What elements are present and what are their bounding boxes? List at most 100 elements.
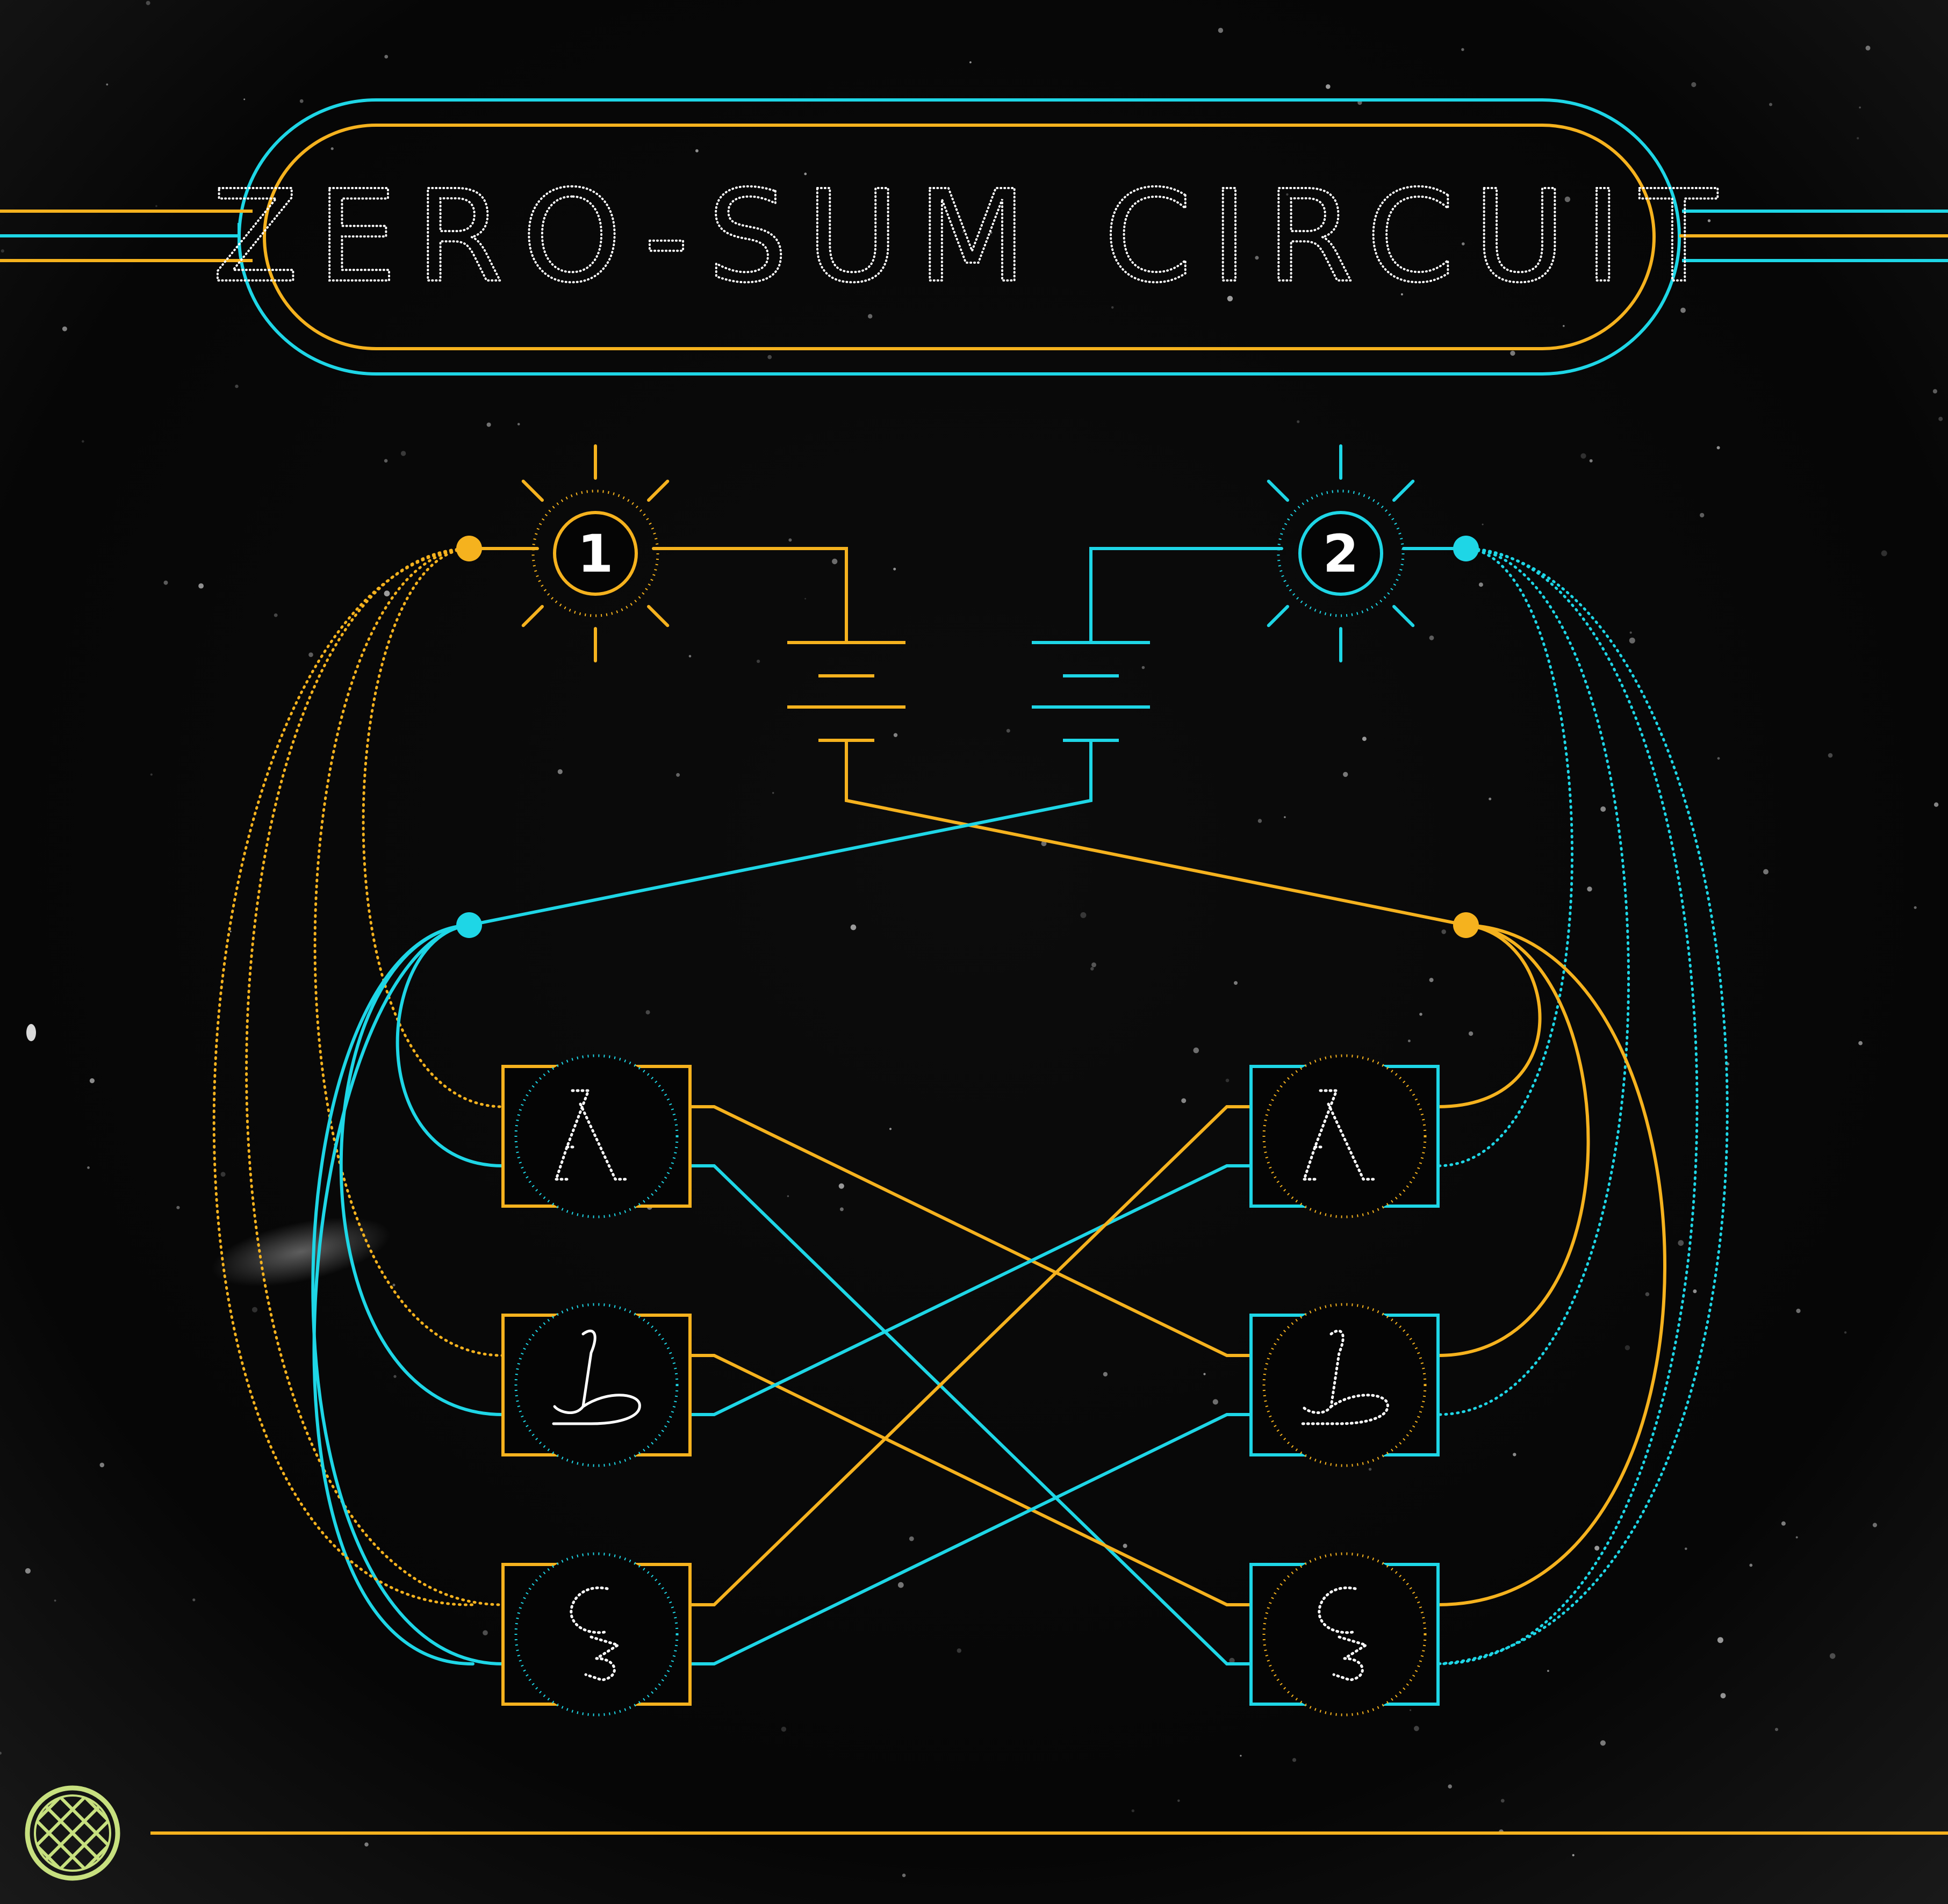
dust-speck	[106, 83, 109, 86]
junction-node	[456, 912, 482, 938]
logo-inner-ring	[34, 1794, 111, 1872]
battery-1	[787, 641, 905, 742]
dust-speck	[850, 924, 857, 931]
dust-speck	[1234, 981, 1238, 985]
logo-grid-line	[57, 1795, 110, 1848]
dust-speck	[1103, 1372, 1108, 1377]
dust-speck	[1572, 1854, 1575, 1857]
dust-speck	[1429, 635, 1434, 640]
left-module-2	[501, 1303, 692, 1467]
dust-speck	[1720, 1693, 1726, 1699]
dust-speck	[235, 384, 239, 388]
dust-speck	[99, 1462, 105, 1468]
dust-speck	[62, 326, 67, 331]
dust-speck	[483, 1630, 488, 1635]
dust-speck	[384, 590, 390, 597]
dust-speck	[1489, 797, 1492, 800]
dust-speck	[229, 931, 232, 933]
dust-speck	[838, 1183, 844, 1189]
dust-speck	[767, 355, 772, 359]
dust-speck	[1629, 631, 1632, 634]
dust-speck	[1624, 1345, 1630, 1351]
dust-speck	[1707, 219, 1711, 222]
dust-speck	[1513, 1453, 1516, 1456]
logo-grid-line	[57, 1818, 110, 1871]
dust-speck	[1828, 753, 1833, 758]
dust-speck	[517, 423, 520, 425]
banner-inner-capsule	[263, 124, 1656, 350]
dust-speck	[897, 1582, 904, 1588]
dust-speck	[781, 1726, 787, 1732]
dust-speck	[1177, 1799, 1180, 1802]
dust-speck	[1563, 324, 1565, 327]
dust-speck	[1193, 1047, 1199, 1054]
dust-speck	[1111, 306, 1114, 309]
ta-glyph	[552, 1329, 641, 1425]
left-module-1	[501, 1054, 692, 1218]
dust-speck	[1407, 1040, 1411, 1042]
left-module-3	[501, 1552, 692, 1717]
left-outer-gold-loop	[212, 547, 475, 1606]
ayin-glyph	[570, 1586, 620, 1682]
dust-speck	[1478, 582, 1483, 587]
dust-speck	[87, 1166, 90, 1169]
dust-speck	[557, 769, 563, 774]
dust-speck	[1468, 1031, 1473, 1036]
left-outer-cyan-loop	[312, 924, 475, 1666]
dust-speck	[1410, 1709, 1412, 1711]
dust-speck	[1343, 771, 1348, 777]
dust-speck	[26, 1024, 36, 1041]
switch-ray	[1392, 479, 1415, 502]
dust-speck	[989, 231, 993, 234]
dust-speck	[1700, 513, 1705, 518]
dust-speck	[486, 422, 491, 427]
dust-speck	[1932, 389, 1937, 394]
dust-speck	[1678, 1240, 1684, 1246]
dust-speck	[909, 1536, 914, 1541]
dust-speck	[1881, 550, 1887, 557]
dust-speck	[1006, 729, 1010, 733]
dust-speck	[1500, 1799, 1505, 1803]
dust-speck	[1482, 523, 1484, 525]
dust-speck	[902, 1873, 906, 1877]
dust-speck	[1872, 1523, 1877, 1527]
dust-speck	[1865, 45, 1871, 51]
dust-speck	[1123, 1544, 1127, 1548]
dust-speck	[146, 1, 150, 5]
dust-speck	[25, 1568, 31, 1574]
switch-ray	[1267, 479, 1289, 502]
junction-node	[1453, 912, 1479, 938]
dust-speck	[832, 558, 838, 565]
ta-glyph	[1300, 1329, 1389, 1425]
battery-1-to-right-node	[845, 739, 1468, 927]
dust-speck	[1225, 1078, 1230, 1083]
dust-speck	[1448, 1784, 1452, 1788]
switch-ray	[647, 605, 670, 628]
dust-speck	[1041, 841, 1047, 847]
logo-ring	[25, 1785, 120, 1881]
dust-speck	[1181, 1098, 1187, 1104]
dust-speck	[962, 231, 965, 233]
cross-l1-r3-cyan	[688, 1164, 1253, 1665]
right-module-3-gold-feed	[1436, 924, 1666, 1606]
dust-speck	[1858, 1041, 1863, 1045]
cross-l3-r2-cyan	[688, 1413, 1253, 1665]
dust-speck	[645, 1010, 650, 1015]
right-module-2-gold-feed	[1436, 924, 1590, 1357]
module-dotted-ring	[1262, 1303, 1427, 1467]
switch-outer-dotted-ring	[531, 489, 659, 617]
switch-2: 2	[1267, 444, 1415, 662]
dust-speck	[393, 1375, 397, 1378]
right-module-2	[1249, 1303, 1440, 1467]
wires	[212, 547, 1729, 1666]
module-dotted-ring	[514, 1054, 679, 1218]
title-banner: ZERO-SUM CIRCUIT	[0, 98, 1948, 376]
dust-speck	[688, 655, 692, 658]
dust-speck	[1933, 802, 1939, 807]
right-module-1-cyan-feed	[1436, 547, 1573, 1167]
dust-speck	[400, 451, 406, 456]
dust-speck	[1589, 459, 1593, 463]
